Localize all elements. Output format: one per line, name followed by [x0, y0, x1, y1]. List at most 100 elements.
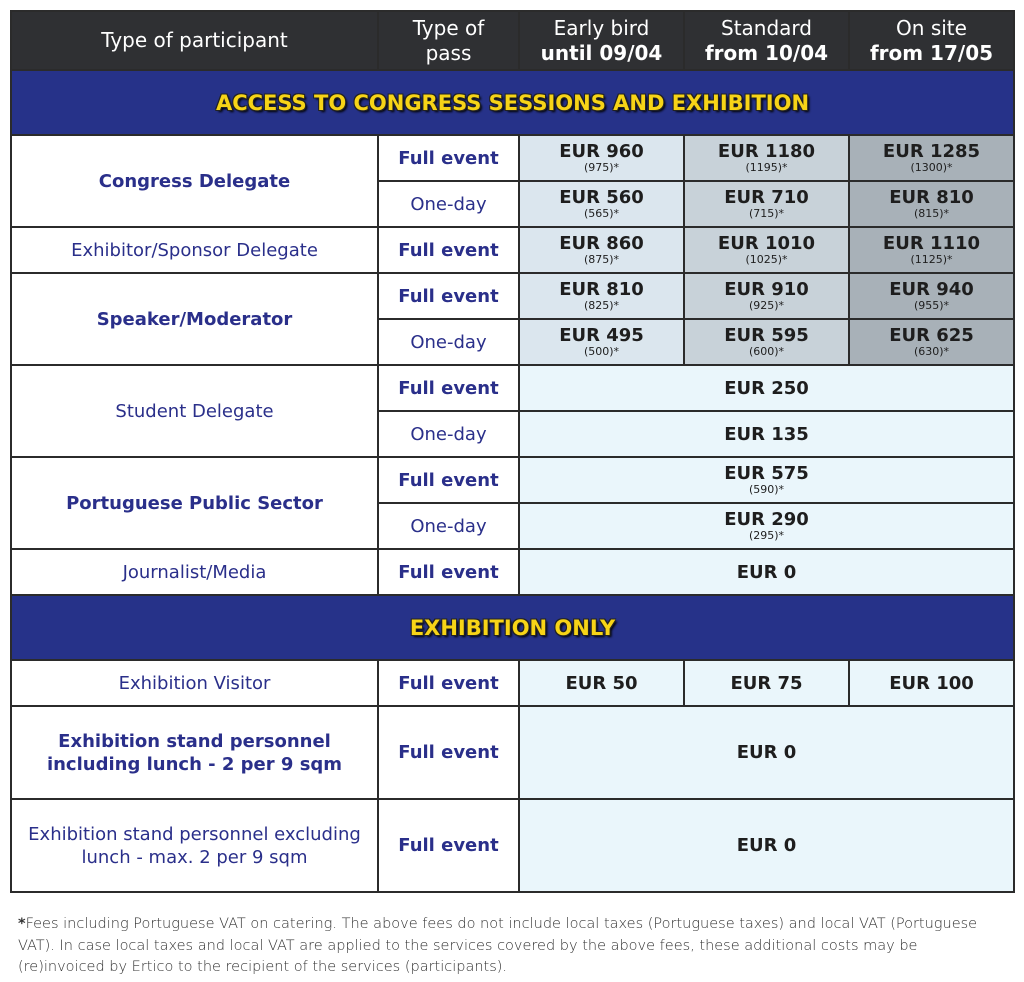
pass-type: Full event	[377, 226, 520, 274]
price-cell-merged: EUR 0	[518, 705, 1015, 800]
participant-type: Journalist/Media	[10, 548, 379, 596]
price-value: EUR 1285	[882, 141, 981, 162]
price-cell: EUR 100	[848, 659, 1015, 707]
header-row: Type of participant Type of pass Early b…	[10, 10, 1015, 71]
pass-type: Full event	[377, 364, 520, 412]
price-cell: EUR 940 (955)*	[848, 272, 1015, 320]
price-cell-merged: EUR 250	[518, 364, 1015, 412]
table-row: Exhibition stand personnel including lun…	[10, 705, 1015, 800]
price-value: EUR 910	[724, 279, 809, 300]
pass-type: Full event	[377, 272, 520, 320]
header-on-site-date: from 17/05	[869, 40, 994, 65]
price-cell: EUR 625 (630)*	[848, 318, 1015, 366]
price-cell: EUR 960 (975)*	[518, 134, 685, 182]
table-row: One-day EUR 560 (565)* EUR 710 (715)* EUR 810…	[11, 180, 1015, 228]
participant-type: Exhibition stand personnel including lun…	[10, 705, 379, 800]
price-cell: EUR 595 (600)*	[683, 318, 850, 366]
price-cell: EUR 710 (715)*	[683, 180, 850, 228]
section-title: EXHIBITION ONLY	[10, 594, 1015, 661]
pass-type: Full event	[377, 548, 520, 596]
participant-type: Exhibition stand personnel excluding lun…	[10, 798, 379, 893]
table-row: One-day EUR 290 (295)*	[11, 502, 1015, 550]
price-cell-merged: EUR 0	[518, 548, 1015, 596]
price-with-vat: (955)*	[913, 299, 950, 312]
price-cell: EUR 810 (825)*	[518, 272, 685, 320]
price-value: EUR 1110	[882, 233, 981, 254]
price-with-vat: (630)*	[913, 345, 950, 358]
price-value: EUR 625	[889, 325, 974, 346]
participant-type: Exhibitor/Sponsor Delegate	[10, 226, 379, 274]
pass-type: One-day	[377, 410, 520, 458]
price-cell: EUR 860 (875)*	[518, 226, 685, 274]
price-with-vat: (1300)*	[910, 161, 953, 174]
price-value: EUR 1010	[717, 233, 816, 254]
price-with-vat: (875)*	[583, 253, 620, 266]
price-value: EUR 290	[724, 509, 809, 530]
header-early-bird-date: until 09/04	[540, 40, 663, 65]
header-on-site-label: On site	[896, 15, 967, 40]
price-value: EUR 0	[736, 835, 797, 856]
price-with-vat: (500)*	[583, 345, 620, 358]
participant-type: Student Delegate	[10, 364, 379, 458]
section-title: ACCESS TO CONGRESS SESSIONS AND EXHIBITI…	[10, 69, 1015, 136]
participant-type: Exhibition Visitor	[10, 659, 379, 707]
price-value: EUR 495	[559, 325, 644, 346]
table-row: One-day EUR 135	[11, 410, 1015, 458]
header-pass: Type of pass	[377, 10, 520, 71]
header-standard: Standard from 10/04	[683, 10, 850, 71]
price-cell: EUR 1180 (1195)*	[683, 134, 850, 182]
table-row: Exhibitor/Sponsor Delegate Full event EUR …	[10, 226, 1015, 274]
pass-type: One-day	[377, 502, 520, 550]
price-with-vat: (715)*	[748, 207, 785, 220]
participant-type: Congress Delegate	[10, 134, 379, 228]
table-row: Journalist/Media Full event EUR 0	[10, 548, 1015, 596]
price-with-vat: (1195)*	[745, 161, 788, 174]
registration-fees-table: Type of participant Type of pass Early b…	[10, 10, 1015, 893]
price-cell: EUR 560 (565)*	[518, 180, 685, 228]
price-with-vat: (1125)*	[910, 253, 953, 266]
price-cell-merged: EUR 0	[518, 798, 1015, 893]
price-cell-merged: EUR 135	[518, 410, 1015, 458]
price-value: EUR 860	[559, 233, 644, 254]
price-cell: EUR 50	[518, 659, 685, 707]
price-value: EUR 0	[736, 561, 797, 583]
price-cell: EUR 1110 (1125)*	[848, 226, 1015, 274]
table-row: Portuguese Public Sector Full event EUR 57…	[10, 456, 1015, 550]
price-with-vat: (975)*	[583, 161, 620, 174]
price-value: EUR 250	[724, 377, 809, 399]
header-participant: Type of participant	[10, 10, 379, 71]
price-with-vat: (815)*	[913, 207, 950, 220]
price-value: EUR 810	[889, 187, 974, 208]
price-value: EUR 560	[559, 187, 644, 208]
price-cell: EUR 495 (500)*	[518, 318, 685, 366]
header-early-bird-label: Early bird	[553, 15, 650, 40]
pass-type: Full event	[377, 134, 520, 182]
table-row: Exhibition stand personnel excluding lun…	[10, 798, 1015, 893]
table-row: Congress Delegate Full event EUR 960 (975)*…	[10, 134, 1015, 228]
footnote-mark: *	[18, 916, 26, 932]
price-cell-merged: EUR 575 (590)*	[518, 456, 1015, 504]
participant-type: Portuguese Public Sector	[10, 456, 379, 550]
pass-type: One-day	[377, 180, 520, 228]
header-pass-label: Type of pass	[412, 15, 485, 65]
price-with-vat: (825)*	[583, 299, 620, 312]
section-band: EXHIBITION ONLY	[10, 594, 1015, 661]
table-row: Speaker/Moderator Full event EUR 810 (825)*…	[10, 272, 1015, 366]
header-standard-date: from 10/04	[704, 40, 829, 65]
participant-type: Speaker/Moderator	[10, 272, 379, 366]
price-value: EUR 710	[724, 187, 809, 208]
price-cell: EUR 75	[683, 659, 850, 707]
pass-type: Full event	[377, 659, 520, 707]
price-value: EUR 0	[736, 742, 797, 763]
price-value: EUR 1180	[717, 141, 816, 162]
footnote-text: Fees including Portuguese VAT on caterin…	[18, 916, 978, 975]
price-value: EUR 960	[559, 141, 644, 162]
price-value: EUR 595	[724, 325, 809, 346]
table-row: One-day EUR 495 (500)* EUR 595 (600)* EUR 625…	[11, 318, 1015, 366]
price-cell: EUR 1010 (1025)*	[683, 226, 850, 274]
price-with-vat: (295)*	[748, 529, 785, 542]
price-cell: EUR 910 (925)*	[683, 272, 850, 320]
pass-type: Full event	[377, 798, 520, 893]
price-with-vat: (1025)*	[745, 253, 788, 266]
header-standard-label: Standard	[721, 15, 812, 40]
